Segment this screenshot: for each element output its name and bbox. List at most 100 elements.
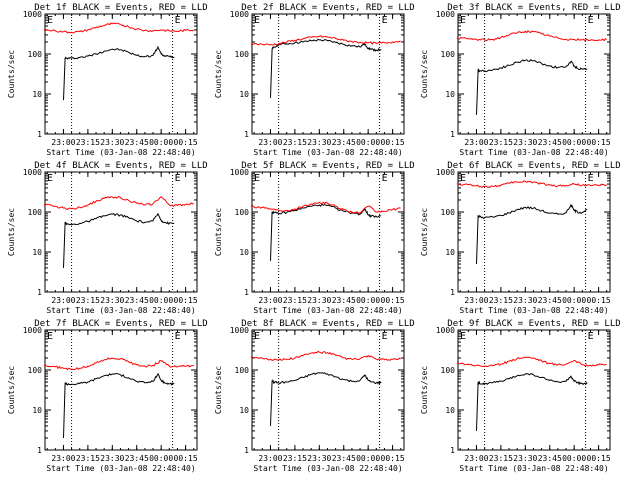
y-tick-label: 10 xyxy=(239,248,249,257)
y-tick-label: 1000 xyxy=(436,326,455,335)
lld-series-line xyxy=(456,356,607,368)
y-tick-label: 1 xyxy=(450,288,455,297)
events-series-line xyxy=(270,372,382,426)
corner-label-right: E xyxy=(382,173,388,184)
y-axis-label: Counts/sec xyxy=(214,50,223,98)
x-tick-label: 00:15 xyxy=(174,454,198,463)
x-tick-label: 23:00 xyxy=(464,296,488,305)
x-tick-label: 23:15 xyxy=(76,296,100,305)
x-tick-label: 23:30 xyxy=(307,138,331,147)
plot-title: Det 6f BLACK = Events, RED = LLD xyxy=(447,161,620,171)
x-tick-label: 23:30 xyxy=(100,296,124,305)
x-tick-label: 00:00 xyxy=(562,296,586,305)
corner-label-left: E xyxy=(460,173,466,184)
x-tick-label: 00:15 xyxy=(174,296,198,305)
y-tick-label: 100 xyxy=(235,208,250,217)
x-axis-label: Start Time (03-Jan-08 22:48:40) xyxy=(46,148,195,157)
plot-title: Det 1f BLACK = Events, RED = LLD xyxy=(34,3,207,13)
events-series-line xyxy=(63,212,175,268)
x-tick-label: 23:30 xyxy=(307,454,331,463)
corner-label-right: E xyxy=(175,15,181,26)
events-series-line xyxy=(270,38,382,98)
x-tick-label: 23:15 xyxy=(283,138,307,147)
x-tick-label: 00:00 xyxy=(149,296,173,305)
events-series-line xyxy=(63,373,175,439)
y-tick-label: 1000 xyxy=(230,10,249,19)
y-tick-label: 10 xyxy=(32,406,42,415)
corner-label-right: E xyxy=(382,15,388,26)
events-series-line xyxy=(270,203,382,261)
y-tick-label: 100 xyxy=(441,50,456,59)
x-axis-label: Start Time (03-Jan-08 22:48:40) xyxy=(46,464,195,473)
plot-title: Det 7f BLACK = Events, RED = LLD xyxy=(34,319,207,329)
plot-frame xyxy=(457,13,611,135)
x-tick-label: 23:00 xyxy=(51,454,75,463)
x-tick-label: 23:45 xyxy=(538,138,562,147)
y-axis-label: Counts/sec xyxy=(7,208,16,256)
plot-panel-6: Det 6f BLACK = Events, RED = LLD 1 10 100 10… xyxy=(420,161,621,315)
x-tick-label: 23:00 xyxy=(258,296,282,305)
x-tick-label: 23:45 xyxy=(332,454,356,463)
y-tick-label: 10 xyxy=(445,90,455,99)
y-tick-label: 10 xyxy=(32,90,42,99)
lld-series-line xyxy=(250,350,401,361)
events-series-line xyxy=(476,373,588,431)
y-tick-label: 1 xyxy=(244,446,249,455)
x-tick-label: 23:30 xyxy=(513,138,537,147)
x-tick-label: 23:15 xyxy=(489,296,513,305)
y-tick-label: 1 xyxy=(37,288,42,297)
x-tick-label: 23:00 xyxy=(258,138,282,147)
x-tick-label: 23:45 xyxy=(538,454,562,463)
y-tick-label: 10 xyxy=(239,90,249,99)
plot-frame xyxy=(251,171,405,293)
corner-label-left: E xyxy=(254,15,260,26)
x-tick-label: 23:00 xyxy=(464,138,488,147)
y-tick-label: 1 xyxy=(450,130,455,139)
corner-label-left: E xyxy=(47,173,53,184)
corner-label-left: E xyxy=(254,331,260,342)
y-tick-label: 1 xyxy=(450,446,455,455)
y-axis-label: Counts/sec xyxy=(214,208,223,256)
x-tick-label: 00:15 xyxy=(381,138,405,147)
x-tick-label: 00:00 xyxy=(149,138,173,147)
x-tick-label: 23:45 xyxy=(125,138,149,147)
x-tick-label: 00:15 xyxy=(381,296,405,305)
lld-series-line xyxy=(43,22,194,34)
y-tick-label: 1 xyxy=(37,446,42,455)
x-tick-label: 23:30 xyxy=(513,296,537,305)
x-tick-label: 23:30 xyxy=(100,454,124,463)
x-tick-label: 23:30 xyxy=(100,138,124,147)
y-tick-label: 10 xyxy=(32,248,42,257)
x-axis-label: Start Time (03-Jan-08 22:48:40) xyxy=(253,306,402,315)
x-tick-label: 00:00 xyxy=(356,296,380,305)
plot-frame xyxy=(44,329,198,451)
corner-label-left: E xyxy=(254,173,260,184)
corner-label-right: E xyxy=(382,331,388,342)
lld-series-line xyxy=(43,357,194,371)
plot-panel-5: Det 5f BLACK = Events, RED = LLD 1 10 100 10… xyxy=(214,161,415,315)
x-tick-label: 23:15 xyxy=(489,454,513,463)
events-series-line xyxy=(476,59,588,115)
lld-series-line xyxy=(456,29,607,42)
x-tick-label: 00:15 xyxy=(587,138,611,147)
x-tick-label: 23:45 xyxy=(125,454,149,463)
x-tick-label: 00:15 xyxy=(587,454,611,463)
x-tick-label: 23:00 xyxy=(51,138,75,147)
corner-label-right: E xyxy=(588,15,594,26)
y-tick-label: 100 xyxy=(28,208,43,217)
x-tick-label: 23:45 xyxy=(125,296,149,305)
corner-label-left: E xyxy=(47,331,53,342)
lld-series-line xyxy=(456,180,607,188)
y-tick-label: 1000 xyxy=(436,10,455,19)
plot-panel-7: Det 7f BLACK = Events, RED = LLD 1 10 100 10… xyxy=(7,319,208,473)
y-tick-label: 1000 xyxy=(23,168,42,177)
plot-frame xyxy=(457,171,611,293)
x-tick-label: 00:00 xyxy=(356,138,380,147)
plot-title: Det 9f BLACK = Events, RED = LLD xyxy=(447,319,620,329)
plot-panel-8: Det 8f BLACK = Events, RED = LLD 1 10 100 10… xyxy=(214,319,415,473)
y-tick-label: 100 xyxy=(28,50,43,59)
lld-series-line xyxy=(250,34,401,46)
plot-title: Det 2f BLACK = Events, RED = LLD xyxy=(241,3,414,13)
corner-label-left: E xyxy=(460,15,466,26)
